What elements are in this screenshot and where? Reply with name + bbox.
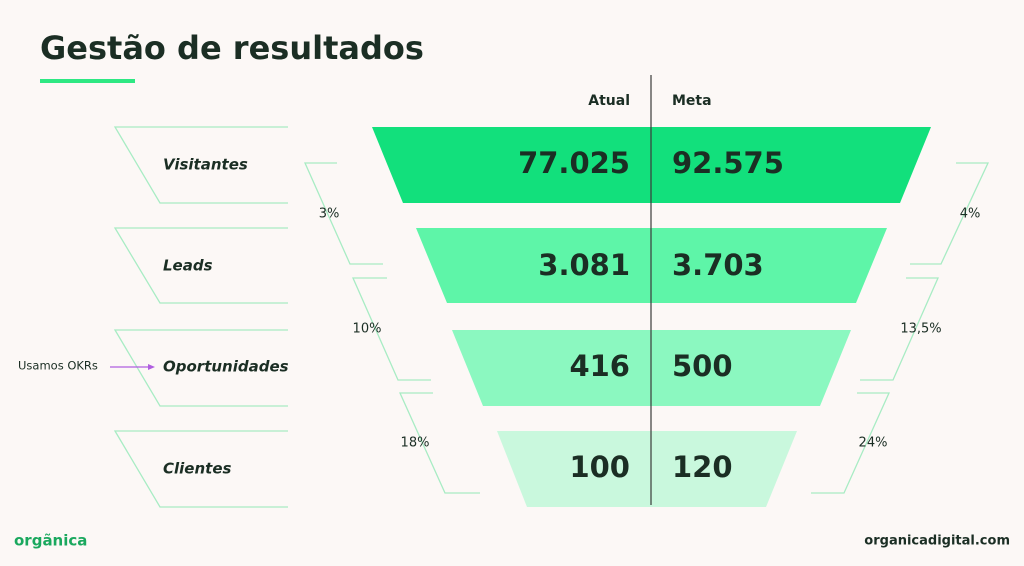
conversion-bracket <box>811 392 891 494</box>
conversion-rate: 3% <box>319 207 340 222</box>
conversion-bracket <box>398 392 480 494</box>
logo: orgãnica <box>14 532 87 550</box>
title-underline <box>40 79 135 83</box>
current-value: 416 <box>569 349 630 383</box>
column-header: Meta <box>672 93 712 109</box>
conversion-rate: 24% <box>859 436 888 451</box>
conversion-bracket <box>860 277 939 381</box>
conversion-bracket <box>303 162 383 265</box>
funnel-stage <box>497 431 797 507</box>
stage-label: Clientes <box>163 460 231 478</box>
conversion-rate: 10% <box>353 322 382 337</box>
stage-labels: Visitantes Leads Oportunidades Clientes <box>113 126 289 508</box>
stage-label: Oportunidades <box>163 358 289 376</box>
conversion-rate: 13,5% <box>900 322 941 337</box>
label-frame <box>113 430 288 508</box>
label-frame <box>113 227 288 304</box>
current-value: 100 <box>569 450 630 484</box>
current-value: 77.025 <box>518 146 630 180</box>
title: Gestão de resultados <box>40 29 424 67</box>
target-value: 500 <box>672 349 733 383</box>
label-frame <box>113 329 288 407</box>
target-value: 3.703 <box>672 248 764 282</box>
column-header: Atual <box>588 93 630 109</box>
current-value: 3.081 <box>538 248 630 282</box>
conversion-bracket <box>352 277 431 381</box>
stage-label: Visitantes <box>163 156 248 174</box>
conversion-rate: 18% <box>401 436 430 451</box>
target-value: 92.575 <box>672 146 784 180</box>
target-value: 120 <box>672 450 733 484</box>
conversion-rate: 4% <box>960 207 981 222</box>
footer-url: organicadigital.com <box>864 534 1010 549</box>
annotation: Usamos OKRs <box>18 359 98 373</box>
stage-label: Leads <box>163 257 213 275</box>
annotation-arrowhead <box>148 364 155 370</box>
conversion-bracket <box>910 162 990 265</box>
label-frame <box>113 126 288 204</box>
